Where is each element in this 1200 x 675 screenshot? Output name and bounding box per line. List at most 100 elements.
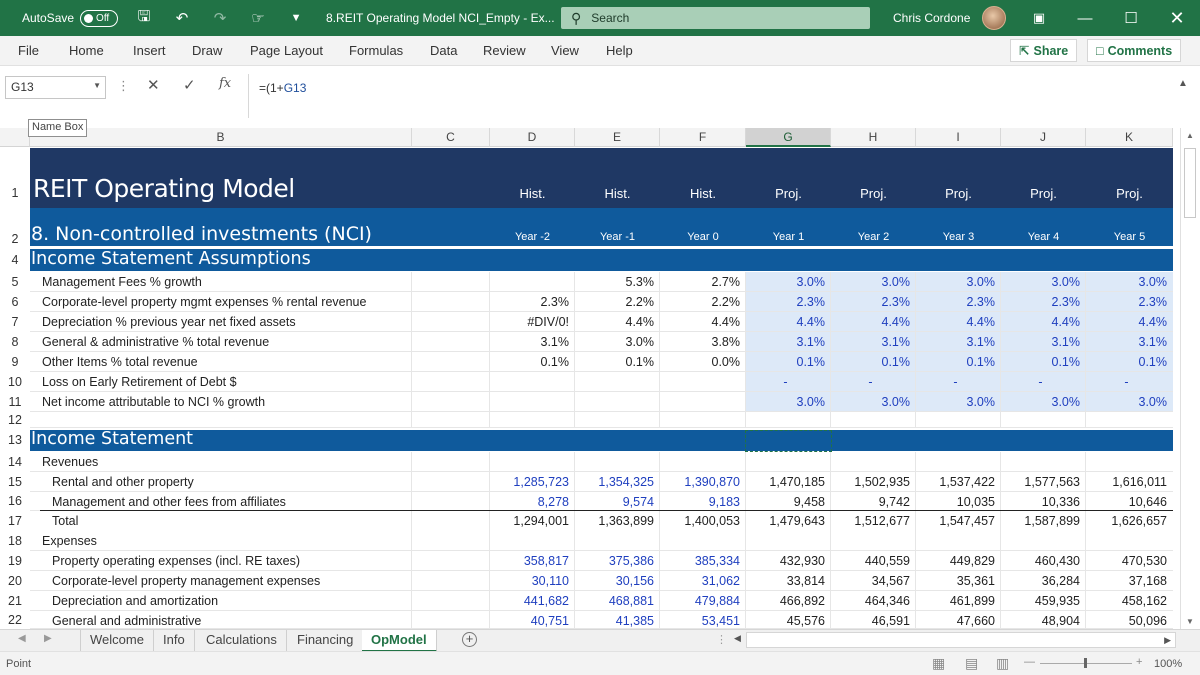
cell-value[interactable]: 4.4% [1138,315,1168,329]
more-options-icon[interactable]: ⋮ [117,78,130,93]
cell-value[interactable]: 432,930 [779,554,825,568]
cell-value[interactable]: 4.4% [966,315,996,329]
row-header-22[interactable]: 22 [0,611,30,629]
row-label[interactable]: Property operating expenses (incl. RE ta… [52,554,301,568]
hscroll-right-icon[interactable]: ▶ [1164,635,1171,645]
cell-value[interactable]: 470,530 [1121,554,1167,568]
cell-value[interactable]: 33,814 [786,574,825,588]
formula-input[interactable]: =(1+G13 [259,81,306,95]
user-account[interactable]: Chris Cordone [893,0,1007,36]
cell-value[interactable]: 1,354,325 [598,475,654,489]
column-header-e[interactable]: E [575,128,660,147]
cell-value[interactable]: 2.3% [966,295,996,309]
cell-value[interactable]: 1,470,185 [769,475,825,489]
cell-value[interactable]: 1,616,011 [1112,475,1167,489]
cell-value[interactable]: 449,829 [949,554,995,568]
row-header-4[interactable]: 4 [0,248,30,272]
row-label[interactable]: Rental and other property [52,475,194,489]
row-label[interactable]: Revenues [42,455,99,469]
cell-value[interactable]: - [953,375,958,389]
column-header-d[interactable]: D [490,128,575,147]
menu-view[interactable]: View [551,43,579,58]
row-header-13[interactable]: 13 [0,428,30,452]
row-label[interactable]: Depreciation and amortization [52,594,219,608]
row-label[interactable]: General & administrative % total revenue [42,335,270,349]
cell-value[interactable]: 50,096 [1128,614,1167,628]
column-header-f[interactable]: F [660,128,746,147]
cell-value[interactable]: 466,892 [779,594,825,608]
row-header-2[interactable]: 2 [0,226,30,248]
cell-value[interactable]: 458,162 [1121,594,1167,608]
cell-value[interactable]: 37,168 [1128,574,1167,588]
cell-value[interactable]: 460,430 [1034,554,1080,568]
row-label[interactable]: Other Items % total revenue [42,355,198,369]
cell-value[interactable]: 1,363,899 [598,514,654,528]
cell-value[interactable]: 2.3% [1138,295,1168,309]
cell-value[interactable]: 3.1% [881,335,911,349]
tab-info[interactable]: Info [154,630,195,652]
page-break-view-icon[interactable]: ▥ [996,655,1010,671]
row-header-12[interactable]: 12 [0,412,30,428]
cell-value[interactable]: 2.2% [711,295,741,309]
cell-value[interactable]: 2.3% [1051,295,1081,309]
cell-value[interactable]: 36,284 [1041,574,1080,588]
row-header-16[interactable]: 16 [0,492,30,511]
tab-welcome[interactable]: Welcome [81,630,154,652]
cell-value[interactable]: 0.1% [796,355,826,369]
cell-value[interactable]: 1,294,001 [513,514,569,528]
ribbon-display-icon[interactable]: ▣ [1032,10,1046,25]
cell-value[interactable]: 1,577,563 [1024,475,1080,489]
cell-value[interactable]: 4.4% [625,315,655,329]
column-header-c[interactable]: C [412,128,490,147]
cell-value[interactable]: 1,626,657 [1111,514,1167,528]
cell-value[interactable]: 0.1% [625,355,655,369]
tab-calculations[interactable]: Calculations [197,630,287,652]
cell-value[interactable]: 2.2% [625,295,655,309]
cell-value[interactable]: 47,660 [956,614,995,628]
cell-value[interactable]: 0.1% [1138,355,1168,369]
menu-help[interactable]: Help [606,43,633,58]
cell-value[interactable]: 2.7% [711,275,741,289]
select-all-corner[interactable] [0,128,30,147]
row-label[interactable]: Management and other fees from affiliate… [52,495,286,509]
share-button[interactable]: ⇱ Share [1010,39,1078,62]
row-header-19[interactable]: 19 [0,551,30,571]
cell-value[interactable]: 3.0% [1138,275,1168,289]
undo-icon[interactable]: ↶ [175,10,189,27]
cell-value[interactable]: 40,751 [530,614,569,628]
cell-value[interactable]: 3.0% [625,335,655,349]
cell-value[interactable]: 3.0% [1138,395,1168,409]
tab-opmodel[interactable]: OpModel [362,630,437,652]
cell-value[interactable]: 464,346 [864,594,910,608]
cell-value[interactable]: 45,576 [786,614,825,628]
cell-value[interactable]: 4.4% [881,315,911,329]
search-box[interactable]: ⚲ Search [561,7,870,29]
cell-value[interactable]: - [1124,375,1129,389]
row-label[interactable]: Corporate-level property mgmt expenses %… [42,295,367,309]
cell-value[interactable]: #DIV/0! [527,315,569,329]
zoom-slider-thumb[interactable] [1084,658,1087,668]
tab-scroll-left-icon[interactable]: ◀ [18,633,26,644]
menu-review[interactable]: Review [483,43,526,58]
row-header-17[interactable]: 17 [0,511,30,531]
cell-value[interactable]: 3.1% [1138,335,1168,349]
menu-draw[interactable]: Draw [192,43,223,58]
cell-value[interactable]: 2.3% [796,295,826,309]
cell-value[interactable]: 9,183 [708,495,740,509]
cell-value[interactable]: 4.4% [711,315,741,329]
avatar[interactable] [982,6,1007,30]
chevron-down-icon[interactable]: ▼ [93,81,101,90]
cell-value[interactable]: 375,386 [608,554,654,568]
cell-value[interactable]: 459,935 [1034,594,1080,608]
cell-value[interactable]: - [868,375,873,389]
column-header-b[interactable]: B [30,128,412,147]
cell-value[interactable]: 10,336 [1041,495,1080,509]
column-header-k[interactable]: K [1086,128,1173,147]
cell-value[interactable]: 1,390,870 [684,475,740,489]
tab-scroll-right-icon[interactable]: ▶ [44,633,52,644]
cell-value[interactable]: 3.0% [796,395,826,409]
split-handle-icon[interactable]: ⋮ [716,634,727,646]
cell-value[interactable]: 3.8% [711,335,741,349]
cell-value[interactable]: 4.4% [796,315,826,329]
cell-value[interactable]: 9,742 [878,495,910,509]
